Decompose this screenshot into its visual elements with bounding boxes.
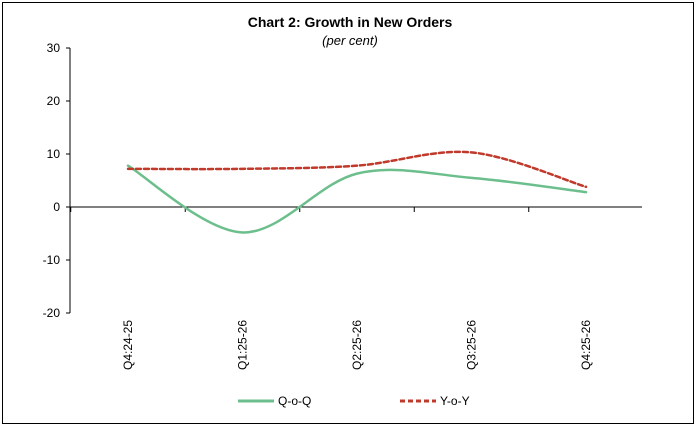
y-axis: 30 20 10 0 -10 -20 (43, 41, 71, 320)
series-line-y-o-y (126, 150, 588, 189)
chart-subtitle: (per cent) (322, 33, 378, 48)
x-tick-label: Q4:24-25 (121, 320, 135, 370)
x-tick-label: Q4:25-26 (579, 320, 593, 370)
y-tick-label: -20 (43, 306, 61, 320)
y-tick-label: 20 (47, 94, 61, 108)
y-tick-label: -10 (43, 253, 61, 267)
y-tick-label: 10 (47, 147, 61, 161)
legend: Q-o-Q Y-o-Y (238, 394, 470, 408)
x-axis: Q4:24-25 Q1:25-26 Q2:25-26 Q3:25-26 Q4:25-26 (70, 206, 642, 370)
y-tick-label: 30 (47, 41, 61, 55)
series-layer (126, 150, 588, 234)
y-tick-label: 0 (53, 200, 60, 214)
legend-label-q-o-q: Q-o-Q (278, 394, 311, 408)
x-tick-label: Q2:25-26 (350, 320, 364, 370)
legend-label-y-o-y: Y-o-Y (440, 394, 470, 408)
series-line-q-o-q (126, 164, 588, 234)
chart-frame (2, 2, 694, 424)
x-tick-label: Q1:25-26 (236, 320, 250, 370)
chart-title: Chart 2: Growth in New Orders (248, 14, 453, 30)
x-tick-label: Q3:25-26 (465, 320, 479, 370)
